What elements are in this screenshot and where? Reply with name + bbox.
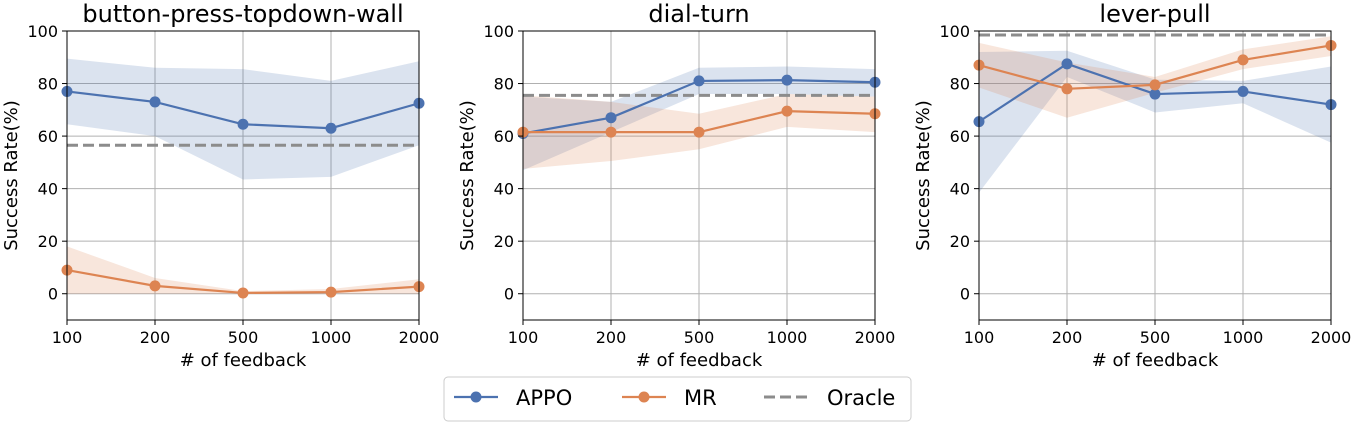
x-tick-label: 500 bbox=[1140, 328, 1171, 347]
legend-entry-oracle: Oracle bbox=[764, 386, 895, 410]
x-tick-label: 2000 bbox=[399, 328, 440, 347]
y-tick-label: 100 bbox=[27, 22, 58, 41]
y-tick-label: 80 bbox=[950, 75, 970, 94]
y-tick-label: 40 bbox=[950, 180, 970, 199]
data-point-appo bbox=[693, 75, 705, 87]
legend: APPO MR Oracle bbox=[443, 376, 912, 422]
data-point-appo bbox=[605, 112, 617, 124]
y-tick-label: 20 bbox=[38, 232, 58, 251]
y-tick-label: 60 bbox=[950, 127, 970, 146]
y-tick-label: 80 bbox=[38, 75, 58, 94]
y-tick-label: 0 bbox=[960, 285, 970, 304]
x-tick-label: 500 bbox=[684, 328, 715, 347]
x-tick-label: 500 bbox=[228, 328, 259, 347]
chart-title: dial-turn bbox=[648, 0, 749, 28]
data-point-appo bbox=[1061, 58, 1073, 70]
y-tick-label: 0 bbox=[48, 285, 58, 304]
legend-frame bbox=[443, 376, 912, 422]
y-axis-label: Success Rate(%) bbox=[913, 100, 934, 251]
x-axis-label: # of feedback bbox=[180, 350, 307, 371]
y-tick-label: 20 bbox=[950, 232, 970, 251]
legend-label-appo: APPO bbox=[516, 386, 572, 410]
y-tick-label: 80 bbox=[494, 75, 514, 94]
x-axis-label: # of feedback bbox=[636, 350, 763, 371]
x-tick-label: 200 bbox=[596, 328, 627, 347]
confidence-band-appo bbox=[523, 66, 875, 171]
y-tick-label: 40 bbox=[38, 180, 58, 199]
chart-panel-3: 0 20 40 60 80 100 100 200 500 1000 2000 # of feedba… bbox=[913, 0, 1351, 371]
data-point-appo bbox=[325, 122, 337, 134]
y-tick-label: 0 bbox=[504, 285, 514, 304]
data-point-appo bbox=[1149, 88, 1161, 100]
data-point-mr bbox=[605, 126, 617, 138]
x-tick-label: 100 bbox=[508, 328, 539, 347]
data-point-mr bbox=[237, 287, 249, 299]
legend-entry-mr: MR bbox=[622, 386, 717, 410]
x-tick-label: 2000 bbox=[1311, 328, 1352, 347]
chart-panel-1: 0 20 40 60 80 100 100 200 500 1000 2000 # of feedba… bbox=[1, 0, 439, 371]
data-point-appo bbox=[237, 118, 249, 130]
x-tick-label: 100 bbox=[52, 328, 83, 347]
legend-entry-appo: APPO bbox=[454, 386, 572, 410]
x-tick-label: 200 bbox=[1052, 328, 1083, 347]
data-point-appo bbox=[149, 96, 161, 108]
legend-label-mr: MR bbox=[684, 386, 717, 410]
x-tick-label: 1000 bbox=[767, 328, 808, 347]
legend-label-oracle: Oracle bbox=[827, 386, 895, 410]
data-point-appo bbox=[1237, 85, 1249, 97]
chart-title: button-press-topdown-wall bbox=[82, 0, 403, 28]
x-tick-label: 1000 bbox=[311, 328, 352, 347]
x-tick-label: 1000 bbox=[1223, 328, 1264, 347]
data-point-mr bbox=[1061, 83, 1073, 95]
y-tick-label: 60 bbox=[494, 127, 514, 146]
data-point-mr bbox=[1237, 54, 1249, 66]
y-tick-label: 60 bbox=[38, 127, 58, 146]
y-tick-label: 100 bbox=[483, 22, 514, 41]
data-point-mr bbox=[781, 105, 793, 117]
chart-panel-2: 0 20 40 60 80 100 100 200 500 1000 2000 # of feedba… bbox=[457, 0, 895, 371]
x-tick-label: 200 bbox=[140, 328, 171, 347]
data-point-mr bbox=[693, 126, 705, 138]
y-axis-label: Success Rate(%) bbox=[457, 100, 478, 251]
y-tick-label: 20 bbox=[494, 232, 514, 251]
legend-marker-mr bbox=[638, 391, 650, 403]
data-point-appo bbox=[781, 74, 793, 86]
y-tick-label: 100 bbox=[939, 22, 970, 41]
legend-marker-appo bbox=[470, 391, 482, 403]
chart-title: lever-pull bbox=[1099, 0, 1210, 28]
y-tick-label: 40 bbox=[494, 180, 514, 199]
x-axis-label: # of feedback bbox=[1092, 350, 1219, 371]
data-point-mr bbox=[149, 280, 161, 292]
x-tick-label: 2000 bbox=[855, 328, 896, 347]
y-axis-label: Success Rate(%) bbox=[1, 100, 22, 251]
data-point-mr bbox=[325, 286, 337, 298]
data-point-mr bbox=[1149, 79, 1161, 91]
x-tick-label: 100 bbox=[964, 328, 995, 347]
